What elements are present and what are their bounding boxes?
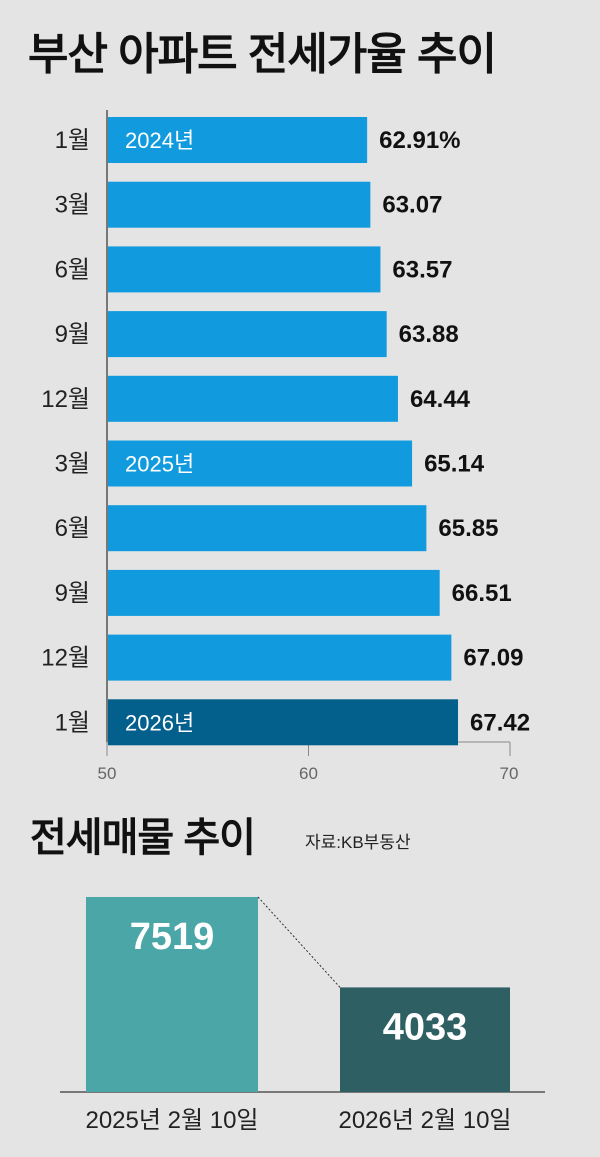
listing-value-label: 7519	[130, 916, 215, 958]
category-label: 12월	[41, 386, 90, 413]
category-label: 1월	[55, 709, 90, 736]
data-label: 64.44	[410, 386, 471, 413]
data-label: 62.91%	[379, 127, 460, 154]
listing-bar	[86, 897, 258, 1092]
jeonse-ratio-title: 부산 아파트 전세가율 추이	[28, 30, 497, 79]
listing-date-label: 2025년 2월 10일	[85, 1107, 258, 1134]
connector-line	[257, 896, 341, 988]
listings-title: 전세매물 추이	[30, 816, 256, 860]
bar	[108, 375, 398, 422]
bar	[108, 440, 413, 487]
bar	[108, 699, 459, 746]
listing-value-label: 4033	[383, 1006, 468, 1048]
bar	[108, 181, 371, 228]
x-tick-label: 70	[500, 764, 519, 783]
data-label: 63.57	[392, 256, 452, 283]
data-label: 66.51	[452, 580, 512, 607]
category-label: 1월	[55, 127, 90, 154]
category-label: 9월	[55, 580, 90, 607]
year-marker-label: 2024년	[125, 128, 194, 153]
x-tick-label: 50	[98, 764, 117, 783]
category-label: 6월	[55, 256, 90, 283]
data-label: 65.85	[438, 515, 498, 542]
bar	[108, 569, 440, 616]
data-label: 65.14	[424, 451, 485, 478]
data-label: 67.42	[470, 709, 530, 736]
year-marker-label: 2026년	[125, 710, 194, 735]
data-label: 63.88	[399, 321, 459, 348]
data-label: 67.09	[463, 645, 523, 672]
category-label: 12월	[41, 645, 90, 672]
category-label: 9월	[55, 321, 90, 348]
bar	[108, 311, 387, 358]
category-label: 3월	[55, 192, 90, 219]
x-tick-label: 60	[299, 764, 318, 783]
bar	[108, 246, 381, 293]
bar	[108, 505, 427, 552]
bar	[108, 634, 452, 681]
listing-bar	[340, 987, 510, 1092]
category-label: 6월	[55, 515, 90, 542]
source-note: 자료:KB부동산	[305, 833, 411, 852]
data-label: 63.07	[382, 192, 442, 219]
category-label: 3월	[55, 451, 90, 478]
listing-date-label: 2026년 2월 10일	[338, 1107, 511, 1134]
bar	[108, 117, 368, 163]
year-marker-label: 2025년	[125, 452, 194, 477]
